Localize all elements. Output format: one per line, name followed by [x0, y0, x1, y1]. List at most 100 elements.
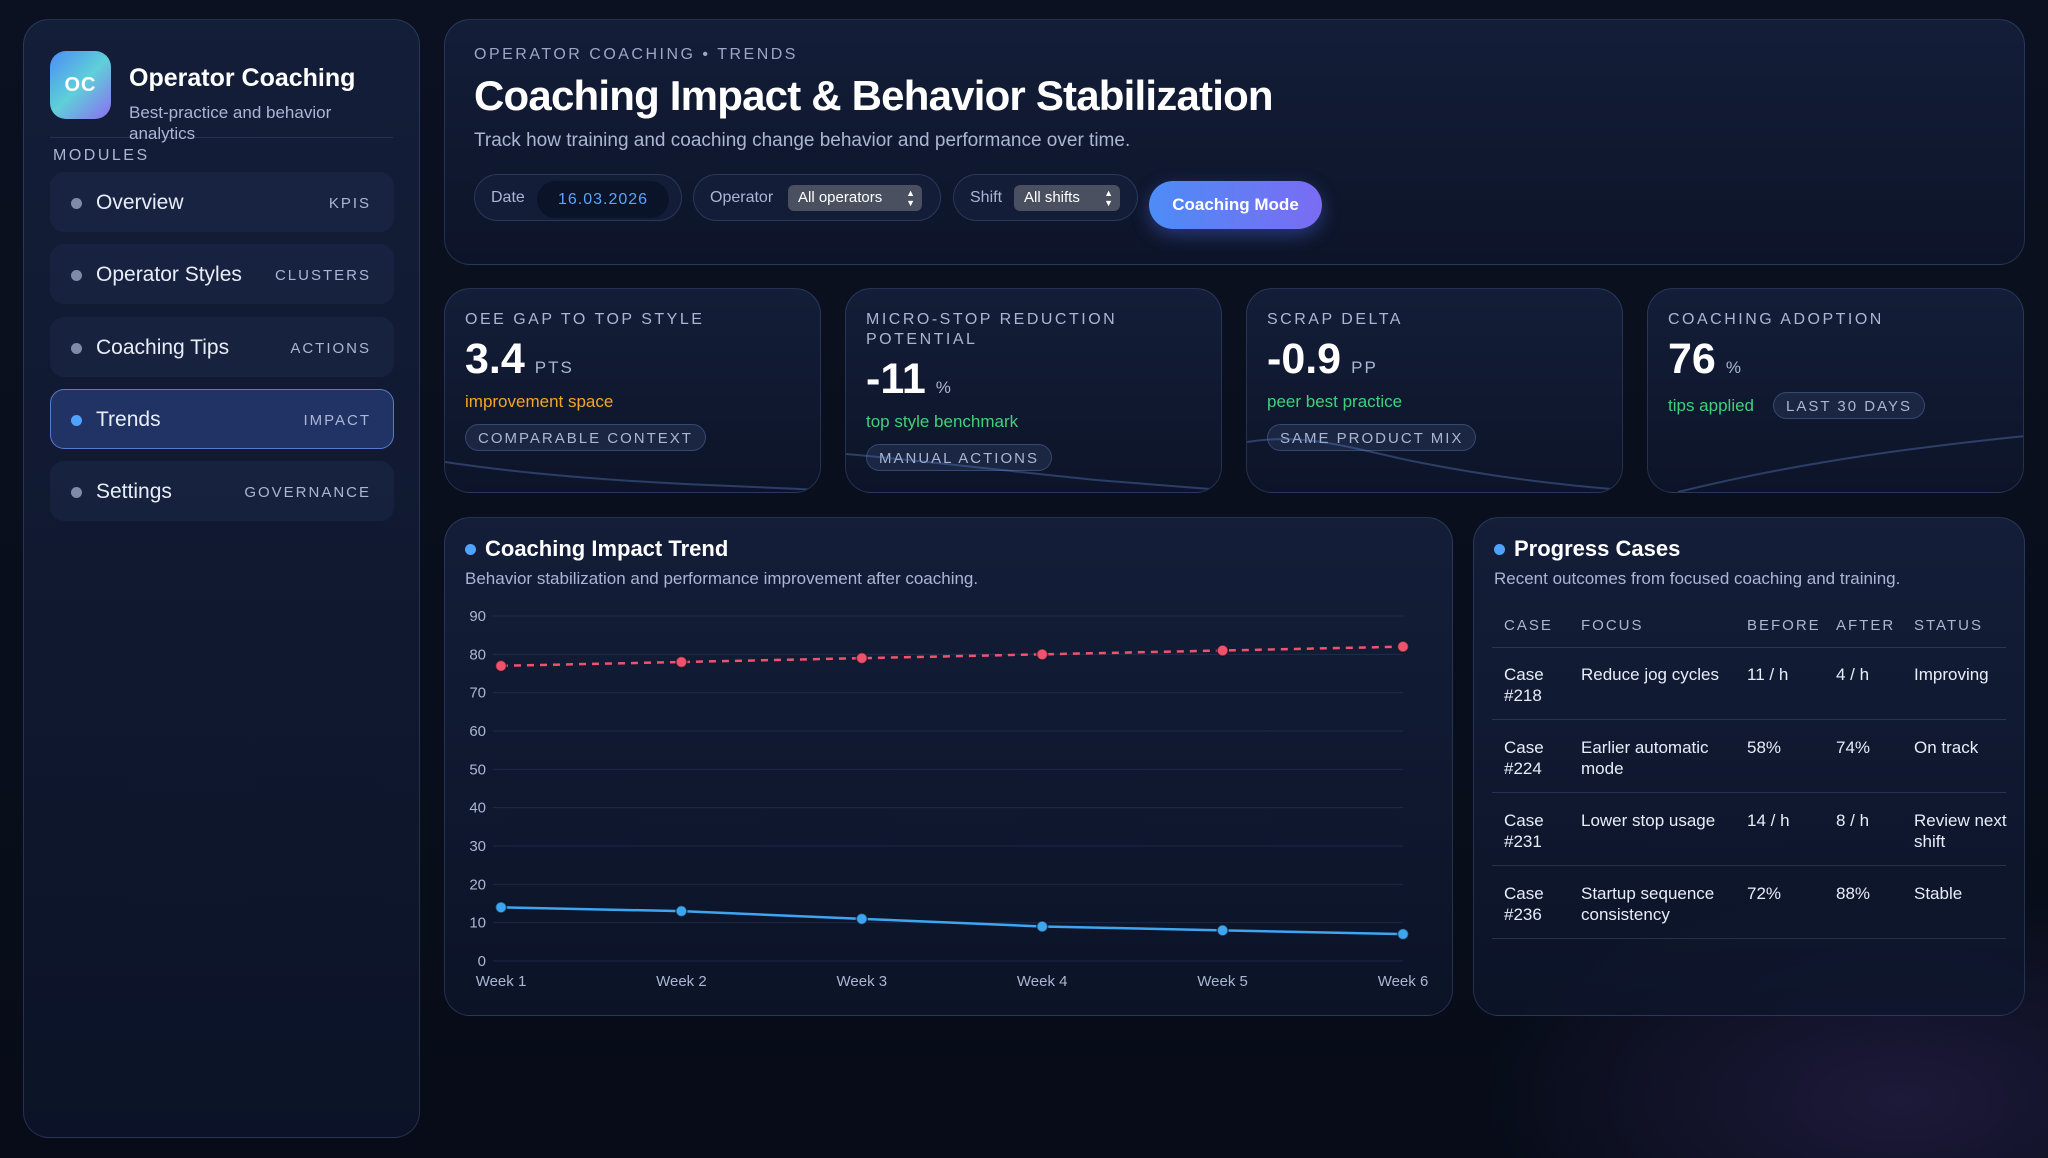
y-tick-label: 70 — [469, 685, 486, 702]
kpi-unit: PP — [1351, 358, 1378, 377]
trend-chart: 0 10 20 30 40 50 60 70 80 90 Week 1 Week 2 Week 3 Wee… — [469, 608, 1429, 990]
sidebar-item-tag: ACTIONS — [290, 340, 371, 357]
kpi-sparkline — [846, 453, 1221, 491]
table-cell-case: Case #231 — [1504, 811, 1544, 851]
table-cell-status: On track — [1914, 738, 1979, 757]
breadcrumb: OPERATOR COACHING • TRENDS — [474, 46, 798, 63]
operator-label: Operator — [710, 189, 774, 206]
table-cell-case: Case #224 — [1504, 738, 1544, 778]
y-tick-label: 40 — [469, 800, 486, 817]
sidebar-item-operator-styles[interactable]: Operator Styles CLUSTERS — [50, 244, 394, 304]
bullet-icon — [71, 487, 82, 498]
sidebar: OC Operator Coaching Best-practice and b… — [23, 19, 420, 1138]
bullet-icon — [465, 544, 476, 555]
operator-select-value: All operators — [798, 189, 883, 206]
series-line-1 — [500, 645, 1404, 668]
coaching-impact-trend-card: Coaching Impact Trend Behavior stabiliza… — [444, 517, 1453, 1016]
kpi-card-micro-stop: MICRO-STOP REDUCTION POTENTIAL -11% top … — [845, 288, 1222, 493]
data-point — [1035, 920, 1049, 933]
shift-filter: Shift All shifts ▲ ▼ — [953, 174, 1138, 221]
table-cell-before: 11 / h — [1747, 665, 1789, 684]
shift-label: Shift — [970, 189, 1003, 206]
trend-subtitle: Behavior stabilization and performance i… — [465, 569, 979, 588]
table-cell-focus: Startup sequence consistency — [1581, 884, 1715, 924]
bullet-icon — [71, 415, 82, 426]
data-point — [1396, 927, 1410, 941]
column-header: FOCUS — [1581, 617, 1644, 634]
table-cell-focus: Reduce jog cycles — [1581, 665, 1719, 684]
kpi-badge: COMPARABLE CONTEXT — [465, 424, 706, 451]
sidebar-item-coaching-tips[interactable]: Coaching Tips ACTIONS — [50, 317, 394, 377]
column-header: AFTER — [1836, 617, 1896, 634]
page-title: Coaching Impact & Behavior Stabilization — [474, 72, 1274, 119]
kpi-number: 3.4 — [465, 335, 525, 383]
y-tick-label: 60 — [469, 723, 486, 740]
table-cell-after: 88% — [1836, 884, 1871, 903]
bullet-icon — [1494, 544, 1505, 555]
coaching-mode-button[interactable]: Coaching Mode — [1149, 181, 1322, 229]
bullet-icon — [71, 343, 82, 354]
kpi-sparkline — [1247, 438, 1622, 491]
data-point — [855, 651, 869, 665]
shift-select-value: All shifts — [1024, 189, 1080, 206]
sidebar-item-label: Overview — [96, 191, 184, 214]
data-point — [1216, 924, 1229, 937]
sidebar-item-label: Trends — [96, 408, 161, 431]
table-divider — [1492, 865, 2006, 866]
kpi-value: -0.9 PP — [1267, 335, 1378, 384]
data-point — [855, 912, 869, 926]
table-cell-focus: Lower stop usage — [1581, 811, 1716, 830]
date-input[interactable]: 16.03.2026 — [537, 181, 669, 218]
table-divider — [1492, 938, 2006, 939]
table-cell-focus: Earlier automatic mode — [1581, 738, 1709, 778]
table-cell-case: Case #218 — [1504, 665, 1544, 705]
table-cell-after: 74% — [1836, 738, 1871, 757]
table-divider — [1492, 719, 2006, 720]
x-tick-label: Week 1 — [476, 973, 527, 990]
series-line-2 — [500, 906, 1404, 936]
x-tick-label: Week 5 — [1197, 973, 1248, 990]
kpi-value: -11% — [866, 355, 953, 404]
table-cell-status: Improving — [1914, 665, 1989, 684]
kpi-value: 3.4 PTS — [465, 335, 574, 384]
kpi-card-oee-gap: OEE GAP TO TOP STYLE 3.4 PTS improvement … — [444, 288, 821, 493]
kpi-card-scrap-delta: SCRAP DELTA -0.9 PP peer best practice SA… — [1246, 288, 1623, 493]
x-tick-label: Week 6 — [1378, 973, 1429, 990]
y-tick-label: 0 — [478, 953, 486, 970]
sidebar-item-trends[interactable]: Trends IMPACT — [50, 389, 394, 449]
data-point — [494, 659, 508, 673]
bullet-icon — [71, 198, 82, 209]
table-cell-before: 58% — [1747, 738, 1782, 757]
progress-cases-card: Progress Cases Recent outcomes from focu… — [1473, 517, 2025, 1016]
table-cell-before: 14 / h — [1747, 811, 1790, 830]
kpi-sparkline — [445, 461, 820, 491]
sidebar-item-tag: CLUSTERS — [274, 267, 371, 284]
progress-subtitle: Recent outcomes from focused coaching an… — [1494, 569, 1901, 588]
table-cell-case: Case #236 — [1504, 884, 1544, 924]
kpi-note: improvement space — [465, 392, 614, 411]
kpi-card-coaching-adoption: COACHING ADOPTION 76% tips applied LAST … — [1647, 288, 2024, 493]
app-logo: OC — [50, 51, 111, 119]
select-arrows-icon: ▲ ▼ — [1104, 188, 1113, 208]
sidebar-item-settings[interactable]: Settings GOVERNANCE — [50, 461, 394, 521]
progress-title: Progress Cases — [1514, 536, 1681, 561]
kpi-unit: % — [935, 378, 953, 397]
sidebar-item-tag: IMPACT — [303, 412, 371, 429]
y-tick-label: 30 — [469, 838, 486, 855]
table-cell-after: 8 / h — [1836, 811, 1870, 830]
operator-select[interactable]: All operators ▲ ▼ — [788, 185, 922, 211]
kpi-number: -0.9 — [1267, 335, 1342, 383]
sidebar-item-tag: KPIS — [328, 195, 371, 212]
table-cell-after: 4 / h — [1836, 665, 1870, 684]
kpi-unit: PTS — [534, 358, 574, 377]
operator-filter: Operator All operators ▲ ▼ — [693, 174, 941, 221]
data-point — [1396, 640, 1410, 653]
date-label: Date — [491, 189, 525, 206]
trend-title: Coaching Impact Trend — [485, 536, 729, 561]
kpi-label: SCRAP DELTA — [1267, 311, 1403, 328]
data-point — [1216, 644, 1229, 657]
shift-select[interactable]: All shifts ▲ ▼ — [1014, 185, 1120, 211]
sidebar-item-overview[interactable]: Overview KPIS — [50, 172, 394, 232]
app-title: Operator Coaching — [129, 64, 356, 92]
kpi-badge: SAME PRODUCT MIX — [1267, 424, 1477, 451]
